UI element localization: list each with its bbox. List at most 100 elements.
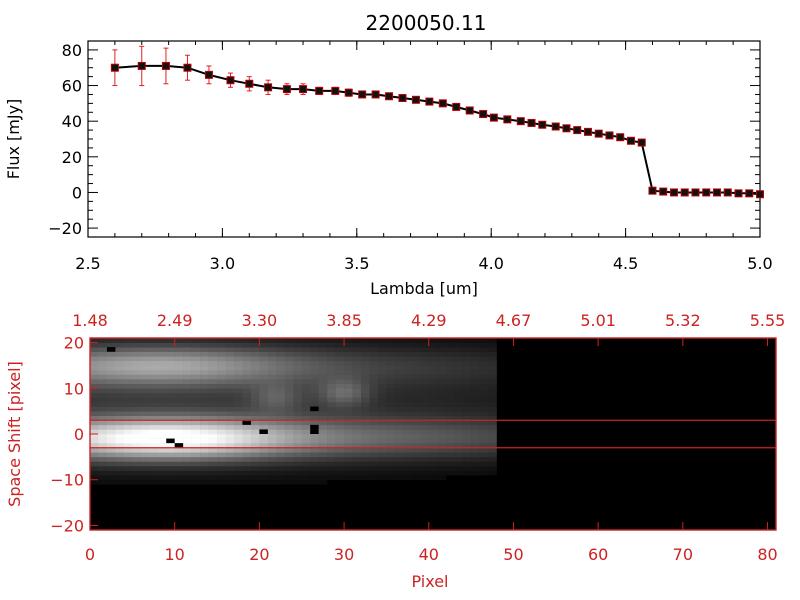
image-pixel [132, 424, 142, 430]
image-pixel [115, 360, 125, 366]
image-pixel [369, 370, 379, 375]
image-pixel [411, 402, 421, 407]
image-pixel [445, 356, 455, 362]
image-pixel [394, 424, 404, 430]
image-pixel [318, 429, 328, 435]
image-pixel [174, 447, 184, 453]
image-pixel [471, 397, 480, 403]
image-pixel [310, 466, 319, 471]
image-pixel [488, 424, 497, 430]
image-pixel [377, 475, 387, 481]
bad-pixel [106, 347, 116, 352]
image-pixel [428, 347, 438, 353]
image-pixel [471, 374, 480, 380]
image-pixel [411, 342, 421, 348]
image-pixel [250, 475, 260, 481]
image-pixel [284, 392, 294, 398]
image-pixel [471, 379, 480, 385]
image-pixel [488, 383, 497, 389]
image-pixel [454, 424, 463, 430]
image-pixel [386, 434, 396, 439]
image-pixel [420, 434, 430, 439]
image-pixel [293, 443, 303, 449]
image-pixel [98, 379, 108, 385]
image-pixel [386, 356, 396, 362]
image-pixel [394, 434, 404, 439]
image-pixel [267, 392, 277, 398]
image-pixel [157, 365, 167, 371]
image-pixel [123, 402, 133, 407]
image-pixel [318, 470, 328, 476]
image-pixel [344, 388, 353, 394]
image-pixel [361, 402, 370, 407]
image-pixel [284, 388, 294, 394]
image-pixel [183, 447, 192, 453]
image-pixel [437, 424, 446, 430]
image-pixel [301, 475, 311, 481]
image-pixel [174, 420, 184, 426]
image-pixel [183, 347, 192, 353]
image-pixel [428, 342, 438, 348]
image-pixel [208, 424, 218, 430]
image-pixel [157, 356, 167, 362]
image-pixel [217, 347, 226, 353]
image-pixel [318, 461, 328, 467]
image-pixel [208, 388, 218, 394]
image-pixel [310, 392, 319, 398]
image-pixel [428, 415, 438, 421]
image-pixel [420, 452, 430, 458]
image-pixel [276, 383, 286, 389]
image-pixel [225, 351, 235, 357]
image-pixel [411, 475, 421, 481]
image-pixel [471, 415, 480, 421]
image-pixel [403, 370, 413, 375]
image-pixel [123, 388, 133, 394]
image-pixel [428, 420, 438, 426]
image-pixel [394, 388, 404, 394]
image-pixel [310, 383, 319, 389]
image-pixel [462, 438, 472, 444]
image-pixel [259, 338, 269, 343]
image-pixel [454, 347, 463, 353]
image-pixel [267, 402, 277, 407]
flux-point [161, 61, 170, 70]
image-pixel [462, 434, 472, 439]
image-pixel [462, 383, 472, 389]
image-pixel [157, 360, 167, 366]
flux-line [114, 64, 761, 196]
image-pixel [90, 452, 99, 458]
image-pixel [132, 383, 142, 389]
image-pixel [166, 466, 175, 471]
flux-point [411, 95, 420, 104]
image-pixel [157, 347, 167, 353]
image-pixel [157, 466, 167, 471]
image-pixel [276, 438, 286, 444]
image-pixel [200, 342, 209, 348]
image-pixel [403, 347, 413, 353]
image-pixel [149, 470, 159, 476]
image-pixel [310, 397, 319, 403]
image-pixel [191, 470, 201, 476]
image-pixel [318, 466, 328, 471]
image-pixel [403, 466, 413, 471]
image-pixel [428, 461, 438, 467]
image-pixel [403, 392, 413, 398]
bad-pixel [174, 443, 184, 448]
image-pixel [377, 374, 387, 380]
image-pixel [454, 420, 463, 426]
flux-point [204, 70, 213, 79]
image-pixel [488, 438, 497, 444]
image-pixel [149, 397, 159, 403]
flux-point [264, 83, 273, 92]
image-pixel [293, 420, 303, 426]
image-pixel [471, 356, 480, 362]
image-pixel [225, 479, 235, 485]
image-pixel [140, 424, 150, 430]
flux-point [583, 127, 592, 136]
image-pixel [90, 351, 99, 357]
image-pixel [301, 360, 311, 366]
image-pixel [98, 370, 108, 375]
image-pixel [106, 338, 116, 343]
image-pixel [361, 338, 370, 343]
image-pixel [335, 338, 345, 343]
